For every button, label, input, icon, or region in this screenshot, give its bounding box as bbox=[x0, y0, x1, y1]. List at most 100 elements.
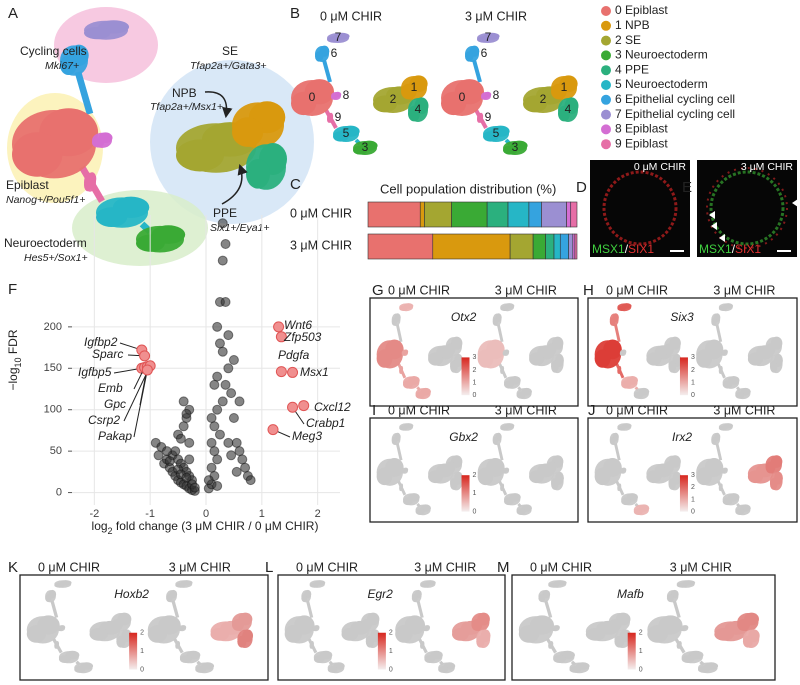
umap-cluster bbox=[646, 352, 662, 366]
cluster-number: 8 bbox=[343, 88, 350, 102]
gene-point bbox=[234, 396, 245, 407]
umap-cluster bbox=[718, 425, 728, 431]
umap-cluster bbox=[765, 343, 776, 356]
highlight-gene-point bbox=[139, 350, 151, 362]
umap-cluster bbox=[558, 105, 570, 122]
tissue-ring bbox=[706, 167, 788, 249]
umap-cluster bbox=[26, 624, 47, 643]
umap-cluster bbox=[176, 139, 224, 172]
umap-cluster bbox=[633, 508, 643, 515]
category-label: 0 μM CHIR bbox=[290, 206, 352, 220]
umap-cluster bbox=[327, 665, 338, 673]
condition-label: 0 μM CHIR bbox=[320, 9, 382, 23]
gene-point bbox=[212, 454, 223, 465]
umap-cluster bbox=[697, 665, 710, 673]
bar-segment bbox=[566, 201, 572, 228]
condition-label: 3 μM CHIR bbox=[414, 560, 476, 574]
umap-cluster bbox=[747, 470, 764, 484]
umap-cluster bbox=[619, 469, 624, 474]
umap-cluster bbox=[769, 478, 778, 490]
gene-point bbox=[170, 446, 181, 457]
panel-letter: A bbox=[8, 5, 18, 22]
stain-part: MSX1 bbox=[699, 242, 732, 256]
umap-cluster bbox=[742, 635, 753, 648]
umap-cluster bbox=[445, 461, 456, 474]
highlight-gene-point bbox=[141, 364, 153, 376]
umap bbox=[518, 580, 632, 674]
color-scale bbox=[679, 475, 688, 512]
umap-stem bbox=[395, 443, 403, 461]
umap-cluster bbox=[57, 627, 62, 632]
umap-cluster bbox=[441, 91, 467, 116]
cluster-markers: Tfap2a+/Msx1+ bbox=[150, 101, 223, 113]
color-scale-tick: 1 bbox=[473, 379, 477, 386]
umap bbox=[291, 32, 429, 155]
legend-label: 3 Neuroectoderm bbox=[615, 48, 708, 62]
cluster-number: 1 bbox=[561, 80, 568, 94]
color-scale-tick: 1 bbox=[140, 648, 144, 655]
gene-point bbox=[209, 379, 220, 390]
color-scale-tick: 2 bbox=[691, 484, 695, 491]
gene-point bbox=[223, 363, 234, 374]
color-scale-tick: 2 bbox=[639, 630, 643, 637]
chart-title: Cell population distribution (%) bbox=[380, 181, 556, 196]
color-scale-tick: 1 bbox=[389, 648, 393, 655]
gene-point bbox=[220, 297, 231, 307]
gene-point bbox=[206, 413, 217, 423]
umap-cluster bbox=[765, 461, 776, 474]
color-scale bbox=[627, 632, 636, 670]
micrograph bbox=[590, 160, 690, 257]
gene-point bbox=[217, 218, 228, 229]
umap-cluster bbox=[492, 436, 498, 445]
gene-point bbox=[203, 475, 214, 486]
umap-cluster bbox=[481, 94, 487, 100]
umap-cluster bbox=[518, 624, 540, 643]
gene-point bbox=[209, 446, 220, 457]
gene-name: Mafb bbox=[617, 587, 644, 601]
color-scale bbox=[129, 632, 138, 670]
umap bbox=[696, 303, 783, 400]
cluster-number: 4 bbox=[565, 102, 572, 116]
umap bbox=[477, 303, 564, 400]
color-scale-tick: 3 bbox=[691, 472, 695, 479]
umap-cluster bbox=[546, 461, 557, 474]
legend-label: 1 NPB bbox=[615, 18, 650, 32]
cluster-number: 7 bbox=[335, 30, 342, 44]
umap-cluster bbox=[483, 131, 499, 142]
cluster-markers: Mki67+ bbox=[45, 60, 79, 72]
condition-label: 3 μM CHIR bbox=[713, 403, 775, 417]
bar-segment bbox=[528, 201, 542, 228]
umap-cluster bbox=[424, 655, 436, 663]
cluster-number: 6 bbox=[481, 46, 488, 60]
cluster-number: 3 bbox=[512, 140, 519, 154]
y-tick-label: 50 bbox=[50, 445, 62, 457]
umap-cluster bbox=[538, 594, 546, 603]
gene-label: Cxcl12 bbox=[314, 400, 351, 414]
umap-cluster bbox=[503, 145, 518, 155]
arrow bbox=[204, 91, 233, 119]
condition-label: 0 μM CHIR bbox=[388, 283, 450, 297]
umap-stem bbox=[416, 600, 424, 618]
umap-cluster bbox=[399, 425, 408, 431]
cluster-number: 6 bbox=[331, 46, 338, 60]
umap-cluster bbox=[74, 665, 86, 673]
y-tick-label: 0 bbox=[56, 486, 62, 498]
y-tick-label: 150 bbox=[44, 362, 62, 374]
cluster-number: 9 bbox=[485, 110, 492, 124]
umap-cluster bbox=[711, 436, 717, 445]
axis-label-part: 10 bbox=[13, 357, 23, 367]
gene-label: Csrp2 bbox=[88, 413, 120, 427]
legend-swatch bbox=[601, 94, 611, 105]
stain-part: SIX1 bbox=[628, 242, 654, 256]
x-tick-label: -2 bbox=[89, 508, 99, 520]
gene-point bbox=[240, 462, 251, 473]
umap-cluster bbox=[178, 627, 183, 632]
umap-cluster bbox=[313, 655, 325, 663]
umap bbox=[147, 580, 254, 674]
condition-label: 0 μM CHIR bbox=[606, 283, 668, 297]
highlight-gene-point bbox=[267, 424, 279, 436]
gene-label: Pakap bbox=[98, 429, 132, 443]
umap-cluster bbox=[284, 624, 303, 643]
umap-cluster bbox=[735, 391, 745, 399]
axis-label-part: fold change (3 μM CHIR / 0 μM CHIR) bbox=[113, 519, 319, 533]
